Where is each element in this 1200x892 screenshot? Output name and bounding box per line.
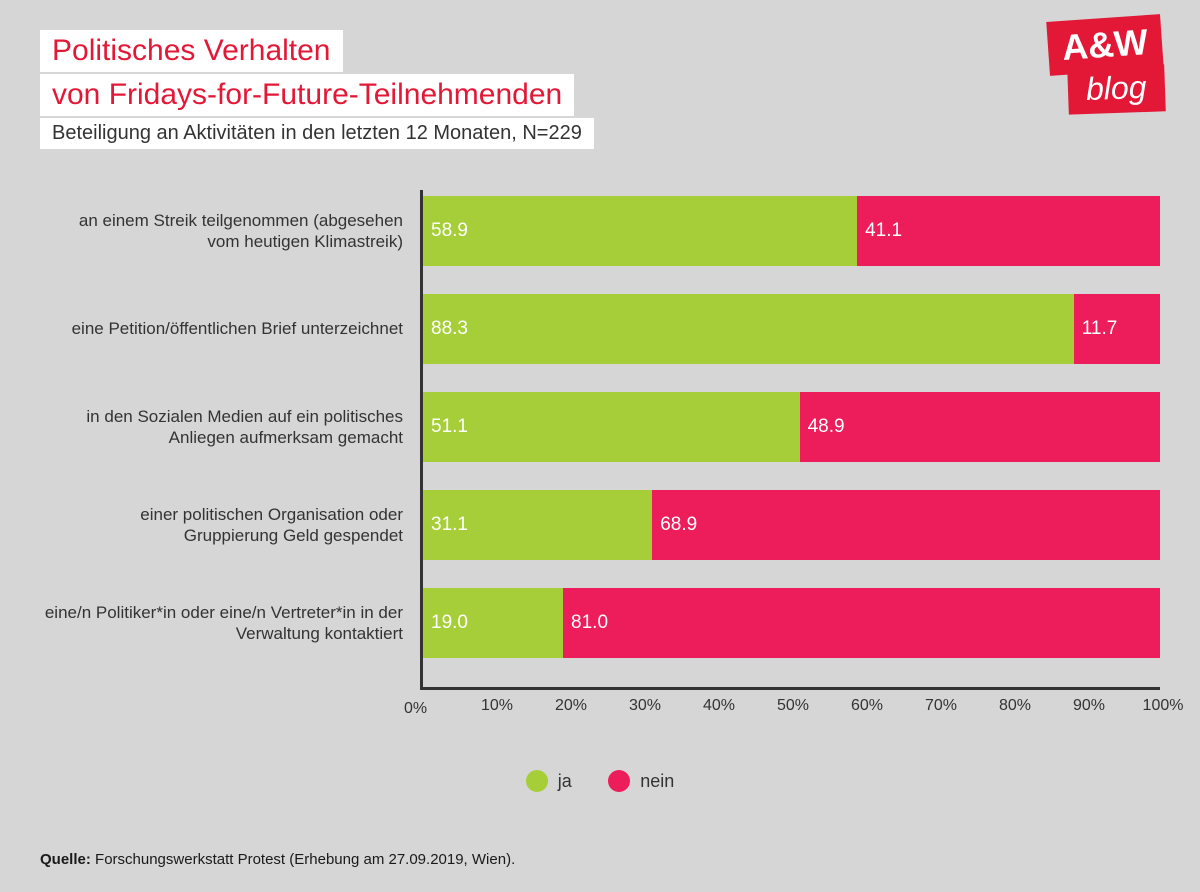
bar-value-ja: 58.9: [423, 220, 468, 242]
x-tick: 90%: [1073, 697, 1105, 715]
x-tick: 20%: [555, 697, 587, 715]
bar-segment-ja: 31.1: [423, 490, 652, 560]
legend-item-nein: nein: [608, 770, 674, 792]
chart-row-label: in den Sozialen Medien auf ein politisch…: [43, 406, 413, 449]
x-tick: 100%: [1143, 697, 1184, 715]
bar-segment-nein: 11.7: [1074, 294, 1160, 364]
bar-value-ja: 88.3: [423, 318, 468, 340]
legend-swatch-nein: [608, 770, 630, 792]
chart-row: einer politischen Organisation oder Grup…: [423, 490, 1160, 560]
x-tick: 40%: [703, 697, 735, 715]
x-tick: 80%: [999, 697, 1031, 715]
chart-row-label: an einem Streik teilgenommen (abgesehen …: [43, 210, 413, 253]
chart-subtitle: Beteiligung an Aktivitäten in den letzte…: [40, 118, 594, 149]
chart-row-label: eine/n Politiker*in oder eine/n Vertrete…: [43, 602, 413, 645]
bar-segment-nein: 81.0: [563, 588, 1160, 658]
chart-row: eine/n Politiker*in oder eine/n Vertrete…: [423, 588, 1160, 658]
chart-plot: 10%20%30%40%50%60%70%80%90%100%an einem …: [420, 190, 1160, 690]
chart-row-label: einer politischen Organisation oder Grup…: [43, 504, 413, 547]
source-text: Forschungswerkstatt Protest (Erhebung am…: [91, 851, 515, 868]
chart-header: Politisches Verhalten von Fridays-for-Fu…: [40, 30, 1160, 149]
chart-title-line1: Politisches Verhalten: [40, 30, 343, 72]
source-label: Quelle:: [40, 851, 91, 868]
chart-title-line2: von Fridays-for-Future-Teilnehmenden: [40, 74, 574, 116]
legend-label-ja: ja: [558, 771, 572, 792]
x-tick: 50%: [777, 697, 809, 715]
bar-value-ja: 31.1: [423, 514, 468, 536]
bar-value-nein: 41.1: [857, 220, 902, 242]
bar-segment-ja: 51.1: [423, 392, 800, 462]
chart-row: in den Sozialen Medien auf ein politisch…: [423, 392, 1160, 462]
bar-segment-ja: 58.9: [423, 196, 857, 266]
bar-value-nein: 11.7: [1074, 318, 1118, 340]
x-tick: 60%: [851, 697, 883, 715]
bar-value-ja: 19.0: [423, 612, 468, 634]
chart-row-label: eine Petition/öffentlichen Brief unterze…: [43, 318, 413, 339]
x-tick-zero: 0%: [404, 700, 427, 718]
chart-row: eine Petition/öffentlichen Brief unterze…: [423, 294, 1160, 364]
bar-value-nein: 81.0: [563, 612, 608, 634]
chart-source: Quelle: Forschungswerkstatt Protest (Erh…: [40, 851, 515, 868]
bar-segment-ja: 88.3: [423, 294, 1074, 364]
bar-segment-nein: 48.9: [800, 392, 1160, 462]
bar-segment-ja: 19.0: [423, 588, 563, 658]
chart-legend: ja nein: [0, 770, 1200, 797]
chart-row: an einem Streik teilgenommen (abgesehen …: [423, 196, 1160, 266]
legend-label-nein: nein: [640, 771, 674, 792]
bar-value-nein: 68.9: [652, 514, 697, 536]
x-tick: 70%: [925, 697, 957, 715]
bar-value-nein: 48.9: [800, 416, 845, 438]
logo-text-bottom: blog: [1067, 64, 1165, 114]
bar-segment-nein: 68.9: [652, 490, 1160, 560]
x-tick: 10%: [481, 697, 513, 715]
brand-logo: A&W blog: [1048, 18, 1162, 72]
chart-area: 0% 10%20%30%40%50%60%70%80%90%100%an ein…: [40, 190, 1160, 750]
legend-swatch-ja: [526, 770, 548, 792]
legend-item-ja: ja: [526, 770, 572, 792]
bar-segment-nein: 41.1: [857, 196, 1160, 266]
bar-value-ja: 51.1: [423, 416, 468, 438]
x-tick: 30%: [629, 697, 661, 715]
